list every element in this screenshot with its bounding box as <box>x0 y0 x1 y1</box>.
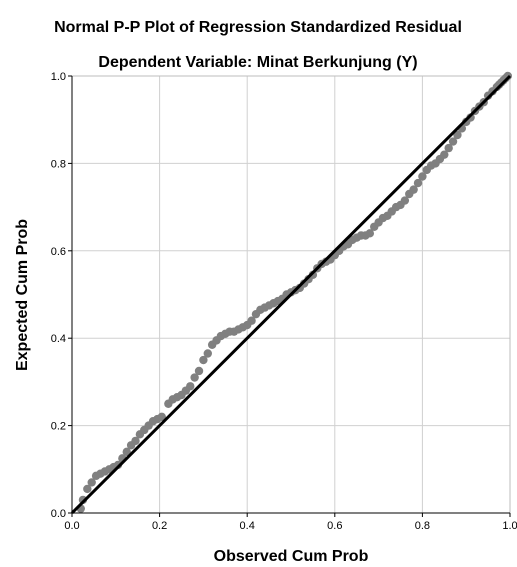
y-tick-label: 0.2 <box>51 421 66 433</box>
x-tick-label: 0.8 <box>415 520 430 532</box>
chart-subtitle: Dependent Variable: Minat Berkunjung (Y) <box>98 54 417 71</box>
data-point <box>409 185 418 194</box>
data-point <box>194 366 204 376</box>
data-point <box>122 447 131 457</box>
data-point <box>83 484 92 494</box>
data-point <box>453 130 462 140</box>
data-point <box>400 196 410 205</box>
x-tick-label: 0.2 <box>152 520 167 532</box>
data-point <box>157 412 166 422</box>
data-point <box>203 349 212 358</box>
grid-lines <box>72 76 510 513</box>
axis-lines <box>71 76 510 514</box>
data-point <box>365 229 375 238</box>
data-point <box>440 150 449 159</box>
data-point <box>444 143 453 153</box>
y-axis-label: Expected Cum Prob <box>14 219 31 371</box>
y-tick-label: 0.6 <box>51 246 66 258</box>
x-tick-label: 0.4 <box>240 520 255 532</box>
reference-line <box>70 74 512 515</box>
data-point <box>87 478 96 487</box>
y-tick-label: 0.8 <box>51 158 66 170</box>
x-axis-label: Observed Cum Prob <box>214 548 369 565</box>
data-point <box>186 382 195 391</box>
x-tick-label: 1.0 <box>502 520 517 532</box>
data-point <box>418 172 427 181</box>
x-tick-label: 0.6 <box>327 520 342 532</box>
data-point <box>131 436 140 446</box>
x-tick-label: 0.0 <box>64 520 79 532</box>
y-tick-label: 1.0 <box>51 71 66 83</box>
chart-title: Normal P-P Plot of Regression Standardiz… <box>54 19 462 36</box>
data-point <box>190 373 199 382</box>
data-point <box>448 137 458 146</box>
data-point <box>413 178 423 188</box>
data-point <box>247 316 256 325</box>
y-tick-label: 0.4 <box>51 333 66 345</box>
data-point <box>199 355 208 365</box>
y-tick-label: 0.0 <box>51 508 66 520</box>
axis-ticks: 0.0 0.2 0.4 0.6 0.8 1.0 0.0 0.2 0.4 0.6 0.8 1.0 <box>51 71 517 532</box>
